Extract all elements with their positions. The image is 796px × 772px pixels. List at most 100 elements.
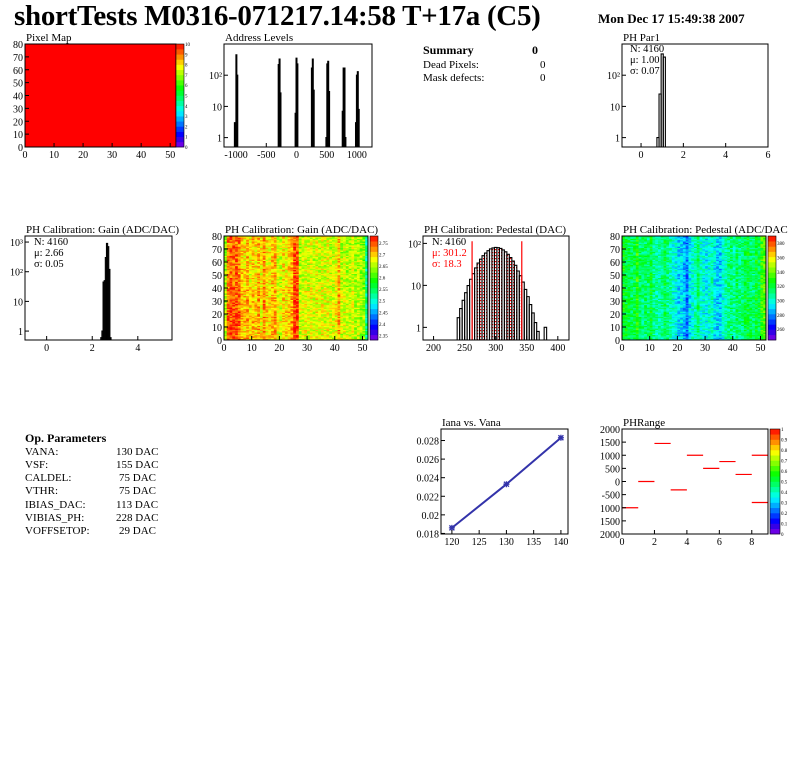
heatmap-cell bbox=[356, 245, 360, 247]
heatmap-cell bbox=[307, 236, 311, 238]
heatmap-cell bbox=[268, 293, 272, 295]
heatmap-cell bbox=[312, 241, 316, 243]
heatmap-cell bbox=[276, 301, 280, 303]
colorbar-swatch bbox=[370, 298, 378, 304]
heatmap-cell bbox=[260, 315, 264, 317]
heatmap-cell bbox=[265, 268, 269, 271]
heatmap-cell bbox=[337, 293, 341, 295]
heatmap-cell bbox=[290, 280, 294, 282]
heatmap-cell bbox=[635, 242, 639, 245]
heatmap-cell bbox=[254, 256, 258, 259]
heatmap-cell bbox=[362, 298, 366, 300]
heatmap-cell bbox=[315, 271, 319, 273]
heatmap-cell bbox=[329, 251, 333, 254]
heatmap-cell bbox=[293, 252, 297, 255]
heatmap-cell bbox=[232, 319, 236, 321]
heatmap-cell bbox=[301, 308, 305, 311]
heatmap-cell bbox=[351, 325, 355, 328]
heatmap-cell bbox=[320, 269, 324, 272]
heatmap-cell bbox=[323, 262, 327, 264]
heatmap-cell bbox=[262, 294, 266, 297]
heatmap-cell bbox=[290, 269, 294, 272]
heatmap-cell bbox=[243, 299, 247, 302]
heatmap-cell bbox=[237, 325, 241, 328]
heatmap-cell bbox=[627, 269, 631, 272]
heatmap-cell bbox=[282, 285, 286, 287]
heatmap-cell bbox=[273, 252, 277, 255]
heatmap-cell bbox=[633, 256, 637, 259]
heatmap-cell bbox=[320, 314, 324, 316]
heatmap-cell bbox=[627, 325, 631, 328]
heatmap-cell bbox=[254, 334, 258, 337]
heatmap-cell bbox=[318, 297, 322, 299]
y-tick-label: 10³ bbox=[10, 238, 23, 249]
heatmap-cell bbox=[627, 243, 631, 246]
heatmap-cell bbox=[365, 267, 369, 269]
heatmap-cell bbox=[235, 328, 239, 330]
heatmap-cell bbox=[312, 332, 316, 334]
heatmap-cell bbox=[348, 333, 352, 336]
colorbar-frame bbox=[369, 235, 379, 341]
heatmap-cell bbox=[237, 327, 241, 329]
heatmap-cell bbox=[348, 311, 352, 313]
heatmap-cell bbox=[268, 285, 272, 287]
heatmap-cell bbox=[356, 329, 360, 332]
heatmap-cell bbox=[345, 333, 349, 336]
heatmap-cell bbox=[334, 286, 338, 289]
heatmap-cell bbox=[345, 316, 349, 319]
heatmap-cell bbox=[309, 241, 313, 243]
heatmap-cell bbox=[248, 236, 252, 238]
heatmap-cell bbox=[284, 260, 288, 263]
heatmap-cell bbox=[254, 267, 258, 269]
heatmap-cell bbox=[268, 271, 272, 273]
heatmap-cell bbox=[345, 236, 349, 238]
heatmap-cell bbox=[284, 311, 288, 313]
heatmap-cell bbox=[329, 330, 333, 333]
heatmap-cell bbox=[624, 332, 628, 334]
heatmap-cell bbox=[334, 246, 338, 248]
heatmap-cell bbox=[254, 243, 258, 246]
heatmap-cell bbox=[273, 328, 277, 330]
heatmap-cell bbox=[235, 262, 239, 264]
heatmap-cell bbox=[282, 286, 286, 289]
heatmap-cell bbox=[296, 330, 300, 333]
heatmap-cell bbox=[262, 246, 266, 248]
heatmap-cell bbox=[354, 251, 358, 254]
heatmap-cell bbox=[232, 282, 236, 285]
heatmap-cell bbox=[354, 284, 358, 286]
heatmap-cell bbox=[251, 298, 255, 300]
heatmap-cell bbox=[290, 243, 294, 246]
heatmap-cell bbox=[332, 245, 336, 247]
heatmap-cell bbox=[337, 330, 341, 333]
heatmap-cell bbox=[284, 317, 288, 320]
heatmap-cell bbox=[271, 319, 275, 321]
heatmap-cell bbox=[246, 302, 250, 304]
heatmap-cell bbox=[282, 269, 286, 272]
heatmap-cell bbox=[248, 273, 252, 276]
heatmap-cell bbox=[351, 321, 355, 324]
heatmap-cell bbox=[240, 265, 244, 268]
heatmap-cell bbox=[351, 304, 355, 307]
heatmap-cell bbox=[627, 310, 631, 312]
heatmap-cell bbox=[340, 293, 344, 295]
heatmap-cell bbox=[287, 324, 291, 326]
heatmap-cell bbox=[290, 245, 294, 247]
heatmap-cell bbox=[251, 314, 255, 316]
heatmap-cell bbox=[265, 295, 269, 298]
chart-title: PH Calibration: Gain (ADC/DAC) bbox=[26, 224, 179, 236]
heatmap-cell bbox=[304, 303, 308, 306]
heatmap-cell bbox=[260, 323, 264, 325]
heatmap-cell bbox=[345, 260, 349, 263]
heatmap-cell bbox=[276, 302, 280, 304]
heatmap-cell bbox=[312, 288, 316, 290]
heatmap-cell bbox=[293, 333, 297, 336]
heatmap-cell bbox=[304, 246, 308, 248]
heatmap-cell bbox=[232, 278, 236, 281]
heatmap-cell bbox=[271, 259, 275, 261]
heatmap-cell bbox=[298, 304, 302, 307]
heatmap-cell bbox=[326, 301, 330, 303]
heatmap-cell bbox=[334, 303, 338, 306]
heatmap-cell bbox=[240, 298, 244, 300]
heatmap-cell bbox=[312, 294, 316, 297]
heatmap-cell bbox=[248, 243, 252, 246]
